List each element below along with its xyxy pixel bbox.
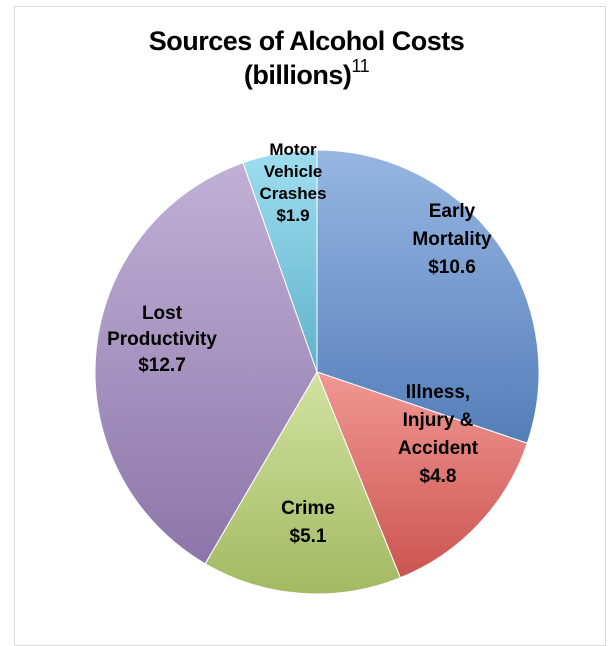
slice-category-label: Crashes (259, 184, 326, 203)
slice-category-label: Crime (281, 498, 335, 519)
slice-value-label: $4.8 (420, 466, 457, 487)
slice-category-label: Illness, (406, 382, 470, 403)
slice-category-label: Productivity (107, 329, 217, 350)
footnote-marker: 11 (351, 56, 370, 76)
chart-title: Sources of Alcohol Costs (billions)11 (0, 24, 613, 92)
slice-label-illness-injury-accident: Illness, Injury & Accident $4.8 (398, 382, 479, 487)
slice-label-lost-productivity: Lost Productivity $12.7 (107, 303, 217, 376)
slice-value-label: $1.9 (276, 206, 309, 225)
pie-slices (94, 149, 540, 595)
slice-label-motor-vehicle-crashes: Motor Vehicle Crashes $1.9 (259, 140, 326, 225)
slice-category-label: Vehicle (264, 162, 323, 181)
slice-category-label: Early (429, 201, 476, 222)
chart-title-text: Sources of Alcohol Costs (148, 26, 465, 56)
pie-slice-motor-vehicle-crashes (242, 149, 318, 373)
slice-value-label: $5.1 (290, 526, 327, 547)
chart-subtitle-text: (billions) (243, 60, 352, 90)
slice-category-label: Mortality (412, 229, 492, 250)
slice-label-crime: Crime $5.1 (281, 498, 335, 547)
pie-slice-crime (204, 370, 401, 595)
pie-slice-lost-productivity (94, 162, 318, 565)
slice-value-label: $12.7 (138, 355, 186, 376)
pie-slice-illness-injury-accident (316, 371, 528, 579)
slice-category-label: Lost (142, 303, 183, 324)
slice-label-early-mortality: Early Mortality $10.6 (412, 201, 492, 278)
pie-slice-early-mortality (316, 149, 540, 444)
slice-value-label: $10.6 (428, 257, 476, 278)
slice-category-label: Motor (269, 140, 317, 159)
slice-category-label: Injury & (403, 410, 474, 431)
pie-labels: Early Mortality $10.6 Illness, Injury & Accid… (107, 140, 492, 547)
slice-category-label: Accident (398, 438, 479, 459)
